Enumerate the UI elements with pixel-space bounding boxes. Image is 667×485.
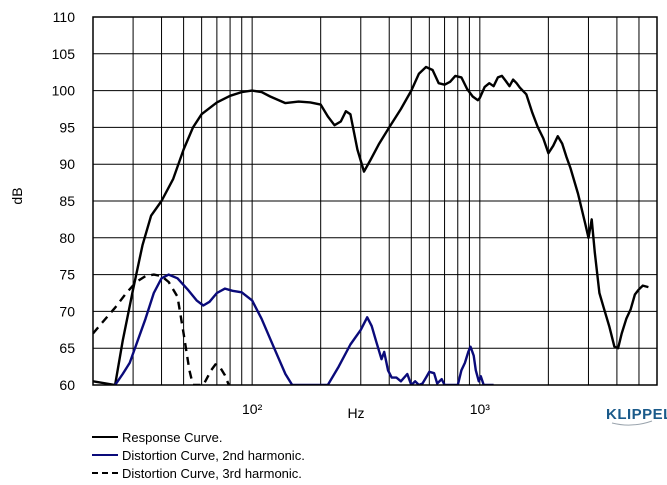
y-tick-label: 85	[59, 193, 75, 209]
klippel-logo: KLIPPEL	[606, 406, 667, 426]
grid	[93, 17, 657, 385]
logo-swoosh	[611, 420, 653, 426]
legend-item-2nd-harmonic: Distortion Curve, 2nd harmonic.	[92, 446, 305, 464]
y-tick-label: 100	[52, 83, 76, 99]
legend-label: Distortion Curve, 3rd harmonic.	[122, 465, 302, 481]
x-axis-label: Hz	[347, 405, 364, 421]
y-tick-label: 65	[59, 340, 75, 356]
y-tick-label: 80	[59, 230, 75, 246]
x-tick-label: 10²	[242, 401, 263, 417]
x-tick-label: 10³	[470, 401, 491, 417]
series-group	[93, 65, 649, 385]
series-line-response-curve	[93, 65, 649, 385]
y-tick-label: 110	[53, 9, 76, 25]
y-tick-label: 90	[59, 156, 75, 172]
series-line-distortion-curve-3rd-harmonic	[93, 273, 230, 385]
y-tick-label: 70	[59, 303, 75, 319]
y-tick-label: 95	[59, 119, 75, 135]
y-tick-label: 105	[52, 46, 76, 62]
legend-swatch-3rd-harmonic	[92, 472, 118, 474]
x-tick-labels: 10² 10³	[242, 401, 490, 417]
legend-label: Response Curve.	[122, 429, 223, 445]
series-line-distortion-curve-2nd-harmonic	[114, 273, 494, 385]
legend-label: Distortion Curve, 2nd harmonic.	[122, 447, 305, 463]
y-tick-label: 75	[59, 267, 75, 283]
legend-item-3rd-harmonic: Distortion Curve, 3rd harmonic.	[92, 464, 305, 482]
legend-swatch-response	[92, 436, 118, 438]
y-axis-label: dB	[9, 187, 25, 204]
y-tick-labels: 60 65 70 75 80 85 90 95 100 105 110	[52, 9, 76, 393]
legend: Response Curve. Distortion Curve, 2nd ha…	[92, 428, 305, 482]
logo-text: KLIPPEL	[606, 406, 667, 423]
plot-frame	[92, 16, 658, 386]
y-tick-label: 60	[59, 377, 75, 393]
legend-swatch-2nd-harmonic	[92, 454, 118, 456]
legend-item-response: Response Curve.	[92, 428, 305, 446]
